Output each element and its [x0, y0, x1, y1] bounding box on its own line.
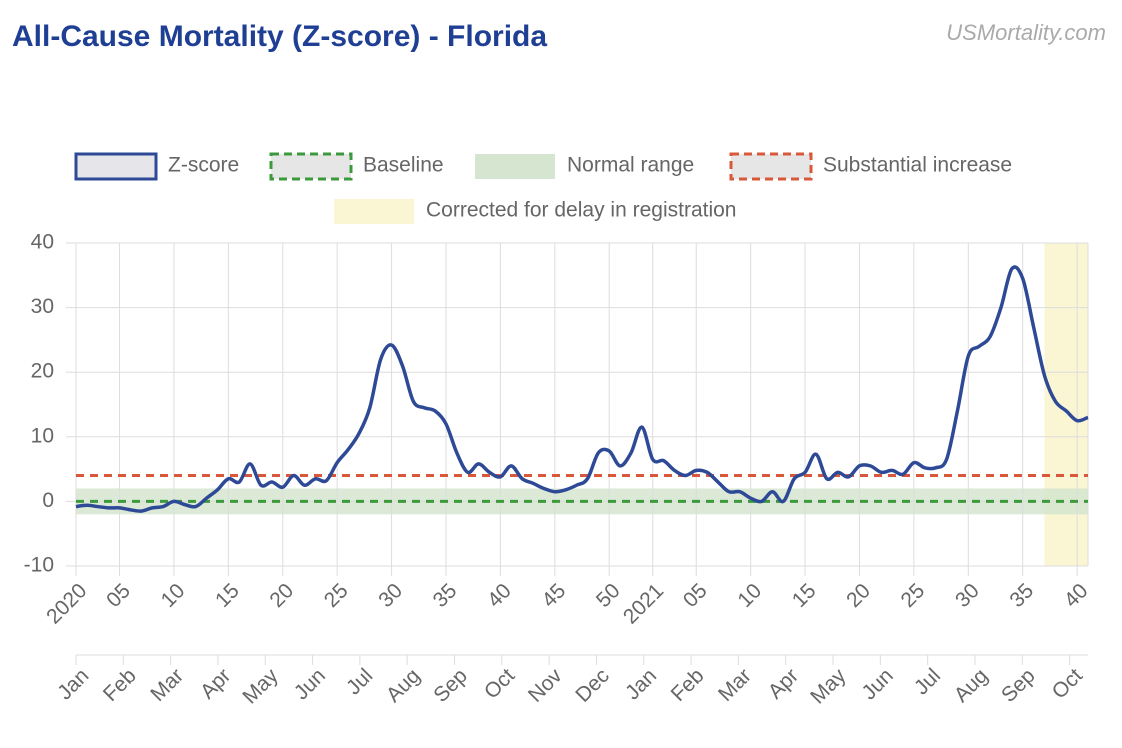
legend-label: Substantial increase: [823, 154, 1012, 177]
legend-swatch: [269, 152, 353, 181]
month-label: Aug: [950, 664, 993, 707]
x-tick-label: 25: [897, 579, 930, 612]
month-label: Feb: [99, 664, 141, 706]
month-label: Sep: [429, 664, 472, 707]
month-label: Jun: [290, 664, 330, 704]
month-label: Oct: [480, 664, 519, 703]
z-score-line: [75, 265, 1089, 513]
source: USMortality.com: [946, 20, 1106, 45]
month-label: Aug: [382, 664, 425, 707]
month-label: Mar: [714, 664, 756, 706]
x-tick-label: 40: [1060, 579, 1093, 612]
x-tick-label: 20: [265, 579, 298, 612]
legend-label: Z-score: [168, 154, 239, 177]
y-tick-label: 20: [31, 360, 54, 383]
x-tick-label: 10: [733, 579, 766, 612]
month-label: Nov: [524, 664, 567, 707]
month-label: Jul: [342, 664, 377, 699]
chart-title: All-Cause Mortality (Z-score) - Florida: [12, 20, 547, 53]
month-label: Mar: [146, 664, 188, 706]
x-tick-label: 30: [951, 579, 984, 612]
x-tick-label: 2020: [42, 579, 91, 628]
month-label: Jan: [621, 664, 661, 704]
legend-label: Baseline: [363, 154, 444, 177]
corrected-region: [1044, 243, 1088, 566]
y-tick-label: 40: [31, 231, 54, 254]
x-tick-label: 25: [320, 579, 353, 612]
x-tick-label: 15: [211, 579, 244, 612]
month-label: Dec: [571, 664, 614, 707]
x-tick-label: 15: [788, 579, 821, 612]
month-label: Jan: [53, 664, 93, 704]
y-tick-label: 10: [31, 424, 54, 447]
x-tick-label: 50: [592, 579, 625, 612]
legend-swatch: [729, 152, 813, 181]
legend-swatch: [74, 152, 158, 181]
x-tick-label: 30: [374, 579, 407, 612]
y-tick-label: -10: [24, 554, 54, 577]
y-tick-label: 0: [42, 489, 54, 512]
month-label: Sep: [997, 664, 1040, 707]
legend-label: Corrected for delay in registration: [426, 199, 736, 222]
month-label: Oct: [1048, 664, 1087, 703]
x-tick-label: 2021: [619, 579, 668, 628]
x-tick-label: 20: [842, 579, 875, 612]
month-label: May: [238, 664, 283, 709]
month-label: May: [806, 664, 851, 709]
month-label: Jun: [858, 664, 898, 704]
y-tick-label: 30: [31, 295, 54, 318]
x-tick-label: 40: [483, 579, 516, 612]
x-tick-label: 05: [102, 579, 135, 612]
month-label: Apr: [196, 664, 235, 703]
legend-swatch: [475, 154, 555, 179]
x-tick-label: 05: [679, 579, 712, 612]
x-tick-label: 35: [1005, 579, 1038, 612]
month-label: Feb: [667, 664, 709, 706]
month-label: Jul: [910, 664, 945, 699]
x-tick-label: 35: [429, 579, 462, 612]
month-label: Apr: [764, 664, 803, 703]
legend-swatch: [334, 199, 414, 224]
legend-label: Normal range: [567, 154, 694, 177]
x-tick-label: 10: [157, 579, 190, 612]
x-tick-label: 45: [537, 579, 570, 612]
